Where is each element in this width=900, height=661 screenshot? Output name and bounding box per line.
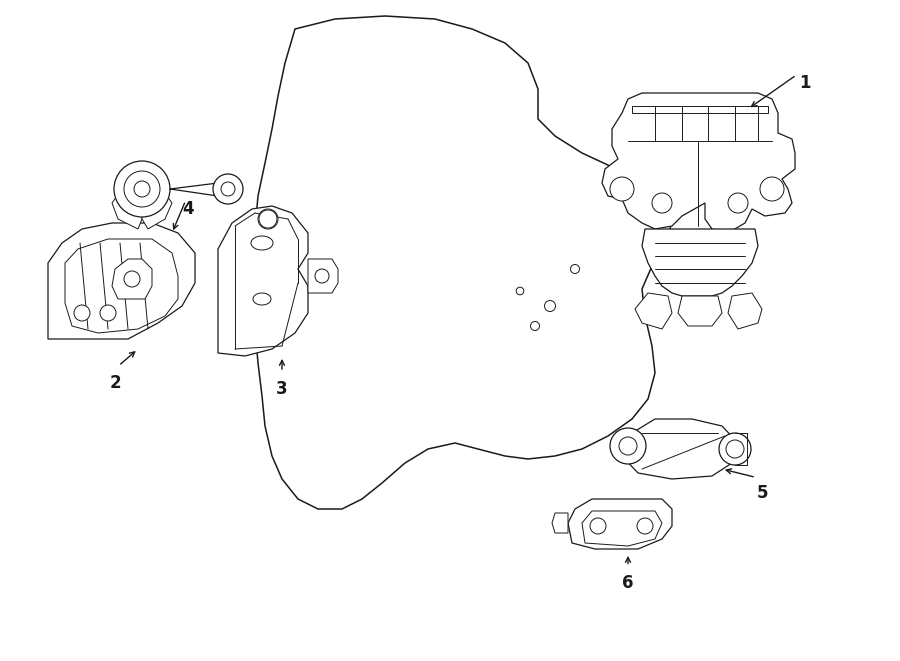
Circle shape xyxy=(571,264,580,274)
Circle shape xyxy=(124,271,140,287)
Polygon shape xyxy=(252,16,672,509)
Circle shape xyxy=(610,428,646,464)
Polygon shape xyxy=(582,511,662,546)
Circle shape xyxy=(619,437,637,455)
Circle shape xyxy=(114,161,170,217)
Circle shape xyxy=(315,269,329,283)
Circle shape xyxy=(610,177,634,201)
Polygon shape xyxy=(308,259,338,293)
Circle shape xyxy=(530,321,539,330)
Circle shape xyxy=(726,440,744,458)
Circle shape xyxy=(637,518,653,534)
Polygon shape xyxy=(552,513,568,533)
Polygon shape xyxy=(65,239,178,333)
Circle shape xyxy=(124,171,160,207)
Polygon shape xyxy=(112,259,152,299)
Circle shape xyxy=(719,433,751,465)
Circle shape xyxy=(728,193,748,213)
Circle shape xyxy=(134,181,150,197)
Polygon shape xyxy=(632,106,768,113)
Polygon shape xyxy=(48,223,195,339)
Polygon shape xyxy=(142,189,172,229)
Polygon shape xyxy=(642,229,758,296)
Text: 3: 3 xyxy=(276,380,288,398)
Polygon shape xyxy=(635,293,672,329)
Text: 2: 2 xyxy=(109,374,121,392)
Polygon shape xyxy=(728,293,762,329)
Polygon shape xyxy=(218,206,308,356)
Circle shape xyxy=(74,305,90,321)
Text: 4: 4 xyxy=(182,200,194,218)
Circle shape xyxy=(517,287,524,295)
Circle shape xyxy=(213,174,243,204)
Circle shape xyxy=(760,177,784,201)
Polygon shape xyxy=(112,189,142,229)
Polygon shape xyxy=(602,93,795,233)
Circle shape xyxy=(652,193,672,213)
Polygon shape xyxy=(678,296,722,326)
Circle shape xyxy=(258,209,278,229)
Circle shape xyxy=(590,518,606,534)
Polygon shape xyxy=(622,419,738,479)
Polygon shape xyxy=(568,499,672,549)
Text: 6: 6 xyxy=(622,574,634,592)
Text: 1: 1 xyxy=(799,74,811,92)
Circle shape xyxy=(100,305,116,321)
Circle shape xyxy=(221,182,235,196)
Text: 5: 5 xyxy=(756,484,768,502)
Circle shape xyxy=(544,301,555,311)
